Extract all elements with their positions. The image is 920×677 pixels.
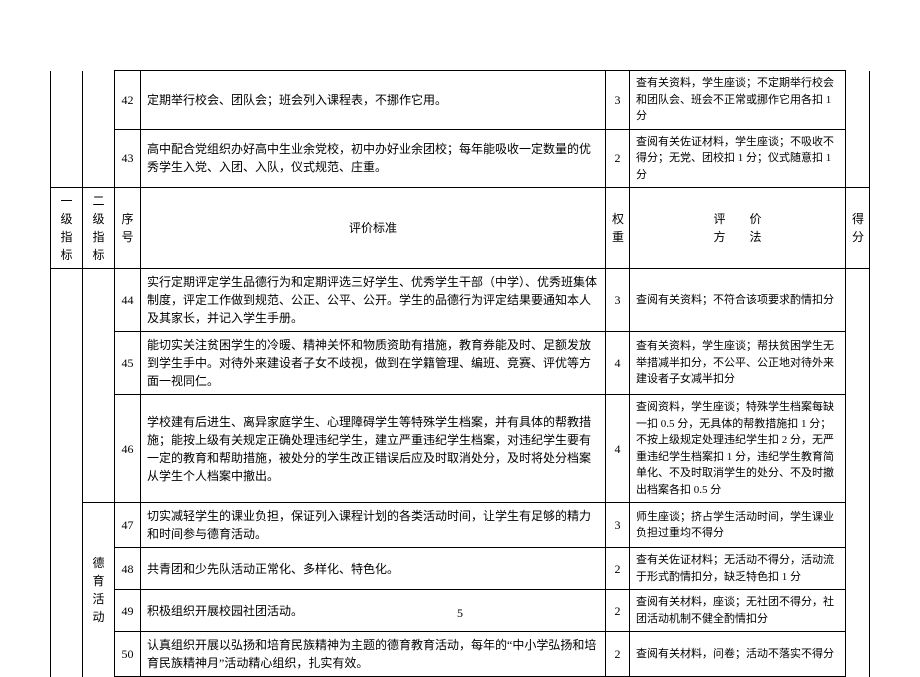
page-number: 5 — [0, 606, 920, 621]
row-weight: 3 — [606, 269, 630, 332]
row-method: 师生座谈；挤占学生活动时间，学生课业负担过重均不得分 — [630, 503, 846, 548]
header-score: 得分 — [846, 188, 870, 269]
row-no: 43 — [115, 129, 141, 188]
row-method: 查阅有关资料；不符合该项要求酌情扣分 — [630, 269, 846, 332]
row-criteria: 学校建有后进生、离异家庭学生、心理障碍学生等特殊学生档案，并有具体的帮教措施；能… — [141, 395, 606, 503]
table-row: 45 能切实关注贫困学生的冷暖、精神关怀和物质资助有措施，教育券能及时、足额发放… — [51, 332, 870, 395]
row-no: 47 — [115, 503, 141, 548]
row-criteria: 定期举行校会、团队会；班会列入课程表，不挪作它用。 — [141, 71, 606, 130]
row-weight: 4 — [606, 332, 630, 395]
row-method: 查阅资料，学生座谈；特殊学生档案每缺一扣 0.5 分，无具体的帮教措施扣 1 分… — [630, 395, 846, 503]
header-weight: 权重 — [606, 188, 630, 269]
row-weight: 2 — [606, 632, 630, 677]
row-method: 查阅有关材料，问卷；活动不落实不得分 — [630, 632, 846, 677]
row-method: 查有关资料，学生座谈；帮扶贫困学生无举措减半扣分，不公平、公正地对待外来建设者子… — [630, 332, 846, 395]
table-row: 42 定期举行校会、团队会；班会列入课程表，不挪作它用。 3 查有关资料，学生座… — [51, 71, 870, 130]
table-row: 44 实行定期评定学生品德行为和定期评选三好学生、优秀学生干部（中学）、优秀班集… — [51, 269, 870, 332]
row-criteria: 能切实关注贫困学生的冷暖、精神关怀和物质资助有措施，教育券能及时、足额发放到学生… — [141, 332, 606, 395]
row-criteria: 实行定期评定学生品德行为和定期评选三好学生、优秀学生干部（中学）、优秀班集体制度… — [141, 269, 606, 332]
row-weight: 2 — [606, 129, 630, 188]
row-no: 50 — [115, 632, 141, 677]
header-row: 一级指标 二级指标 序号 评价标准 权重 评价 方法 得分 — [51, 188, 870, 269]
row-criteria: 认真组织开展以弘扬和培育民族精神为主题的德育教育活动，每年的“中小学弘扬和培育民… — [141, 632, 606, 677]
evaluation-table: 42 定期举行校会、团队会；班会列入课程表，不挪作它用。 3 查有关资料，学生座… — [50, 70, 870, 677]
row-no: 45 — [115, 332, 141, 395]
header-method: 评价 方法 — [630, 188, 846, 269]
row-criteria: 切实减轻学生的课业负担，保证列入课程计划的各类活动时间，让学生有足够的精力和时间… — [141, 503, 606, 548]
row-weight: 4 — [606, 395, 630, 503]
table-row: 43 高中配合党组织办好高中生业余党校，初中办好业余团校；每年能吸收一定数量的优… — [51, 129, 870, 188]
row-no: 42 — [115, 71, 141, 130]
row-criteria: 高中配合党组织办好高中生业余党校，初中办好业余团校；每年能吸收一定数量的优秀学生… — [141, 129, 606, 188]
row-weight: 3 — [606, 71, 630, 130]
row-method: 查有关佐证材料；无活动不得分，活动流于形式酌情扣分，缺乏特色扣 1 分 — [630, 548, 846, 590]
table-row: 48 共青团和少先队活动正常化、多样化、特色化。 2 查有关佐证材料；无活动不得… — [51, 548, 870, 590]
row-no: 48 — [115, 548, 141, 590]
row-criteria: 共青团和少先队活动正常化、多样化、特色化。 — [141, 548, 606, 590]
table-row: 德育活动 47 切实减轻学生的课业负担，保证列入课程计划的各类活动时间，让学生有… — [51, 503, 870, 548]
row-method: 查阅有关佐证材料，学生座谈；不吸收不得分；无党、团校扣 1 分；仪式随意扣 1 … — [630, 129, 846, 188]
level2-label: 德育活动 — [83, 503, 115, 677]
row-method: 查有关资料，学生座谈；不定期举行校会和团队会、班会不正常或挪作它用各扣 1 分 — [630, 71, 846, 130]
row-no: 46 — [115, 395, 141, 503]
row-weight: 2 — [606, 548, 630, 590]
table-row: 50 认真组织开展以弘扬和培育民族精神为主题的德育教育活动，每年的“中小学弘扬和… — [51, 632, 870, 677]
row-weight: 3 — [606, 503, 630, 548]
header-seq: 序号 — [115, 188, 141, 269]
header-criteria: 评价标准 — [141, 188, 606, 269]
table-row: 46 学校建有后进生、离异家庭学生、心理障碍学生等特殊学生档案，并有具体的帮教措… — [51, 395, 870, 503]
row-no: 44 — [115, 269, 141, 332]
header-level1: 一级指标 — [51, 188, 83, 269]
header-level2: 二级指标 — [83, 188, 115, 269]
